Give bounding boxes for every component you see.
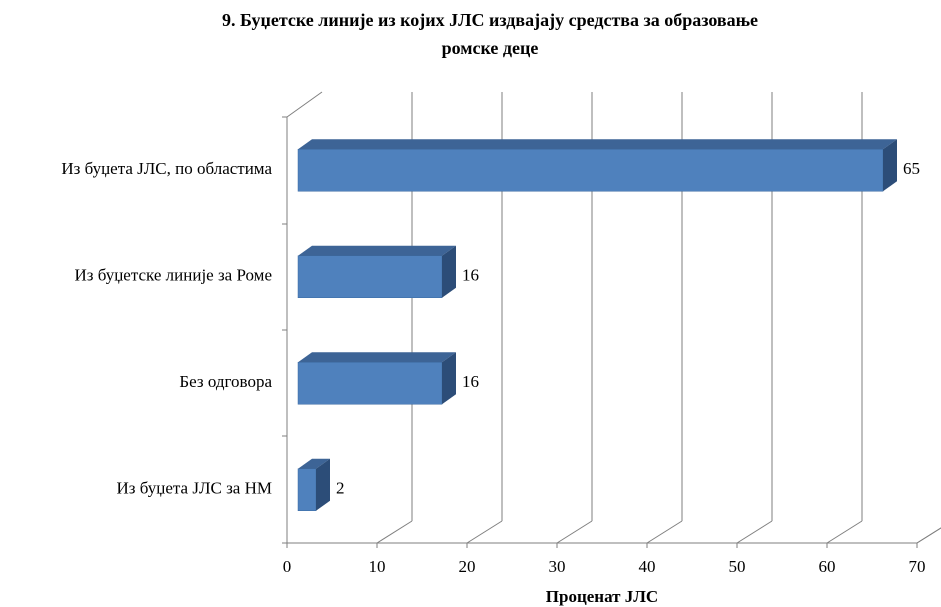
value-label: 16 bbox=[462, 266, 479, 285]
bar-side bbox=[316, 458, 330, 511]
bar-front bbox=[297, 255, 443, 298]
grid-line bbox=[826, 520, 863, 544]
y-tick-label: Из буџета ЈЛС, по областима bbox=[61, 159, 272, 178]
y-tick-label: Без одговора bbox=[179, 372, 272, 391]
x-tick-label: 60 bbox=[819, 557, 836, 576]
x-tick-label: 10 bbox=[369, 557, 386, 576]
bar-front bbox=[297, 468, 317, 511]
value-label: 16 bbox=[462, 372, 479, 391]
grid-line bbox=[556, 520, 593, 544]
y-tick-label: Из буџета ЈЛС за НМ bbox=[117, 479, 272, 498]
bar-side bbox=[442, 352, 456, 405]
chart-title: 9. Буџетске линије из којих ЈЛС издвајај… bbox=[222, 10, 758, 30]
x-tick-label: 70 bbox=[909, 557, 926, 576]
x-tick-label: 0 bbox=[283, 557, 292, 576]
floor-right bbox=[916, 527, 941, 544]
x-tick-label: 40 bbox=[639, 557, 656, 576]
x-tick-label: 20 bbox=[459, 557, 476, 576]
bar-top bbox=[298, 352, 456, 363]
left-wall-top bbox=[286, 91, 323, 118]
bar-top bbox=[298, 458, 330, 469]
bar-front bbox=[297, 149, 884, 192]
x-tick-label: 30 bbox=[549, 557, 566, 576]
bar bbox=[297, 458, 330, 511]
grid-line bbox=[376, 520, 413, 544]
bar-top bbox=[298, 245, 456, 256]
bar bbox=[297, 245, 456, 298]
x-axis-label: Проценат ЈЛС bbox=[546, 587, 658, 606]
bar-front bbox=[297, 362, 443, 405]
bar-side bbox=[442, 245, 456, 298]
x-tick-label: 50 bbox=[729, 557, 746, 576]
bar-top bbox=[298, 139, 897, 150]
grid-line bbox=[646, 520, 683, 544]
value-label: 2 bbox=[336, 479, 345, 498]
chart-title: ромске деце bbox=[442, 38, 539, 58]
bar bbox=[297, 139, 897, 192]
grid-line bbox=[916, 527, 941, 544]
bar bbox=[297, 352, 456, 405]
grid-line bbox=[736, 520, 773, 544]
bar-side bbox=[883, 139, 897, 192]
value-label: 65 bbox=[903, 159, 920, 178]
y-tick-label: Из буџетске линије за Роме bbox=[74, 266, 272, 285]
grid-line bbox=[466, 520, 503, 544]
